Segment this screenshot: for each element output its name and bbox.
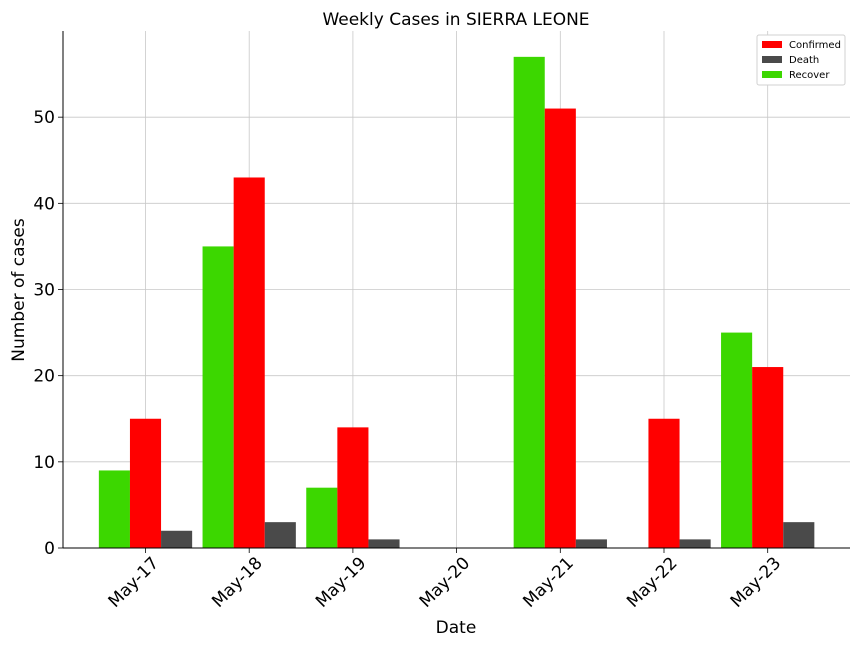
bar-recover-may-23 xyxy=(721,332,753,548)
bar-death-may-23 xyxy=(783,522,815,548)
x-axis-label: Date xyxy=(436,618,477,638)
bar-recover-may-21 xyxy=(513,56,545,548)
y-tick-label: 0 xyxy=(44,539,55,559)
bar-confirmed-may-22 xyxy=(648,418,680,548)
bar-confirmed-may-23 xyxy=(752,367,784,548)
y-tick-label: 50 xyxy=(33,108,55,128)
legend-label-death: Death xyxy=(789,55,819,66)
x-tick-label: May-17 xyxy=(105,553,163,611)
x-tick-label: May-21 xyxy=(519,553,577,611)
bar-death-may-17 xyxy=(161,530,193,548)
bar-death-may-21 xyxy=(575,539,607,548)
y-tick-label: 40 xyxy=(33,194,55,214)
legend-swatch-death xyxy=(762,56,782,63)
bar-confirmed-may-19 xyxy=(337,427,369,548)
legend-swatch-confirmed xyxy=(762,41,782,48)
bar-recover-may-17 xyxy=(98,470,130,548)
y-tick-label: 30 xyxy=(33,281,55,301)
bar-death-may-18 xyxy=(264,522,296,548)
y-tick-label: 10 xyxy=(33,453,55,473)
x-tick-label: May-18 xyxy=(208,553,266,611)
x-ticks: May-17 May-18 May-19 May-20 May-21 May-22 May-… xyxy=(105,548,785,612)
legend-label-confirmed: Confirmed xyxy=(789,40,841,51)
bar-death-may-22 xyxy=(679,539,711,548)
legend-label-recover: Recover xyxy=(789,70,830,81)
bar-recover-may-18 xyxy=(202,246,234,548)
legend-swatch-recover xyxy=(762,71,782,78)
y-tick-label: 20 xyxy=(33,367,55,387)
bar-recover-may-19 xyxy=(306,487,338,548)
x-tick-label: May-19 xyxy=(312,553,370,611)
y-ticks: 0 10 20 30 40 50 xyxy=(33,108,63,559)
legend: Confirmed Death Recover xyxy=(756,34,846,86)
bar-death-may-19 xyxy=(368,539,400,548)
chart-title: Weekly Cases in SIERRA LEONE xyxy=(322,10,589,30)
bar-confirmed-may-18 xyxy=(233,177,265,548)
bar-confirmed-may-17 xyxy=(129,418,162,548)
x-tick-label: May-22 xyxy=(623,553,681,611)
y-axis-label: Number of cases xyxy=(9,218,29,362)
x-tick-label: May-23 xyxy=(727,553,785,611)
bars xyxy=(98,56,815,549)
x-tick-label: May-20 xyxy=(416,553,474,611)
bar-confirmed-may-21 xyxy=(544,108,576,549)
